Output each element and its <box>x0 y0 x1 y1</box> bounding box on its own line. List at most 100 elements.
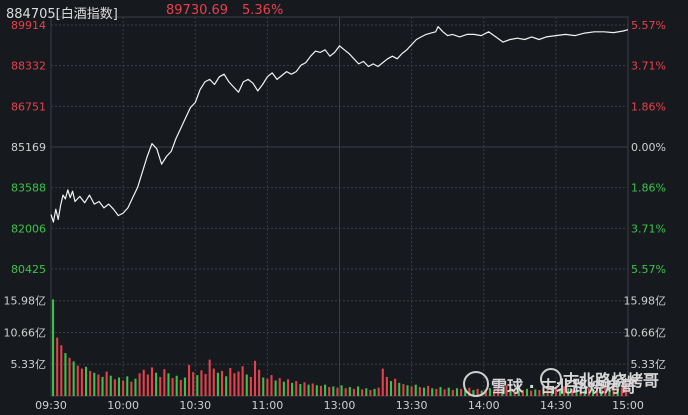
volume-tick-label: 15.98亿 <box>4 295 47 308</box>
volume-bar <box>171 378 174 396</box>
volume-bar <box>266 378 269 396</box>
watermark-right: 古北路烧烤哥 <box>563 371 660 390</box>
pct-tick-label: 5.57% <box>631 263 666 276</box>
pct-tick-label: 3.71% <box>631 222 666 235</box>
volume-bar <box>455 388 458 396</box>
volume-bar <box>233 373 236 396</box>
volume-bar <box>241 366 244 396</box>
volume-bar <box>406 385 409 396</box>
volume-bar <box>192 372 195 396</box>
volume-bar <box>348 387 351 396</box>
volume-bar <box>175 375 178 396</box>
volume-tick-label-right: 5.33亿 <box>631 358 667 371</box>
price-tick-label: 83588 <box>11 182 46 195</box>
volume-bar <box>493 390 496 396</box>
volume-bar <box>410 386 413 396</box>
volume-bar <box>307 384 310 396</box>
watermark-left: 雪球 · 古北路烧烤哥 <box>491 377 637 396</box>
price-line <box>50 26 629 223</box>
volume-bar <box>534 389 537 396</box>
volume-bar <box>414 384 417 396</box>
volume-bar <box>299 384 302 396</box>
volume-bar <box>567 388 570 396</box>
volume-bar <box>398 382 401 396</box>
volume-bar <box>282 381 285 396</box>
volume-bar <box>340 385 343 396</box>
volume-bar <box>221 370 224 396</box>
volume-bar <box>596 387 599 396</box>
volume-bar <box>225 376 228 396</box>
volume-bar <box>439 387 442 396</box>
volume-bar <box>245 374 248 396</box>
volume-bar <box>612 387 615 396</box>
volume-bar <box>311 383 314 396</box>
volume-bar <box>328 387 331 396</box>
volume-bar <box>616 385 619 396</box>
volume-bar <box>604 385 607 396</box>
volume-bar <box>188 364 191 396</box>
xueqiu-logo-icon <box>463 371 489 397</box>
volume-bar <box>427 385 430 396</box>
volume-bar <box>579 388 582 396</box>
x-tick-label: 14:30 <box>540 399 572 411</box>
volume-bar <box>80 368 83 396</box>
volume-tick-label-right: 10.66亿 <box>624 326 667 339</box>
volume-bar <box>72 361 75 396</box>
pct-tick-label: 0.00% <box>631 141 666 154</box>
volume-bar <box>286 379 290 396</box>
volume-bar <box>196 375 199 396</box>
volume-bar <box>101 376 104 396</box>
volume-bar <box>550 390 553 396</box>
volume-bar <box>385 376 388 396</box>
volume-bar <box>521 390 524 396</box>
volume-bar <box>546 388 549 396</box>
x-tick-label: 15:00 <box>612 399 644 411</box>
volume-bar <box>146 374 149 396</box>
volume-bar <box>542 388 545 396</box>
volume-bar <box>249 376 252 396</box>
volume-bar <box>130 381 133 396</box>
volume-bar <box>591 389 594 396</box>
volume-bar <box>274 380 277 396</box>
plot-frame <box>50 16 629 397</box>
volume-bar <box>68 357 71 396</box>
volume-bar <box>571 389 574 396</box>
volume-bar <box>369 390 372 396</box>
volume-bar <box>484 389 487 396</box>
volume-bar <box>418 387 421 396</box>
volume-bar <box>60 345 63 396</box>
volume-bar <box>332 386 335 396</box>
volume-bar <box>624 382 627 396</box>
volume-bar <box>163 369 166 396</box>
volume-bar <box>303 382 306 396</box>
x-tick-label: 10:00 <box>107 399 139 411</box>
volume-bar <box>291 382 294 396</box>
volume-bar <box>150 367 154 396</box>
volume-bar <box>505 385 508 396</box>
volume-bar <box>52 299 55 396</box>
volume-bar <box>525 388 529 396</box>
volume-bar <box>134 378 137 396</box>
price-tick-label: 88332 <box>11 60 46 73</box>
volume-bar <box>377 387 380 396</box>
volume-bar <box>200 370 203 396</box>
price-tick-label: 82006 <box>11 222 46 235</box>
volume-bar <box>258 369 261 396</box>
volume-bar <box>97 374 100 396</box>
volume-tick-label: 5.33亿 <box>11 358 47 371</box>
volume-bar <box>402 384 405 396</box>
volume-bar <box>109 375 112 396</box>
volume-bar <box>509 387 512 396</box>
volume-bar <box>336 387 339 396</box>
volume-bar <box>315 385 318 396</box>
x-tick-label: 13:00 <box>324 399 356 411</box>
volume-bar <box>142 369 145 396</box>
x-tick-label: 11:00 <box>252 399 284 411</box>
wechat-logo-icon <box>540 368 562 390</box>
volume-bar <box>262 377 265 396</box>
volume-bar <box>93 372 96 396</box>
volume-bar <box>620 387 623 396</box>
volume-bar <box>575 387 578 396</box>
volume-bar <box>295 381 298 396</box>
volume-bar <box>517 388 520 396</box>
